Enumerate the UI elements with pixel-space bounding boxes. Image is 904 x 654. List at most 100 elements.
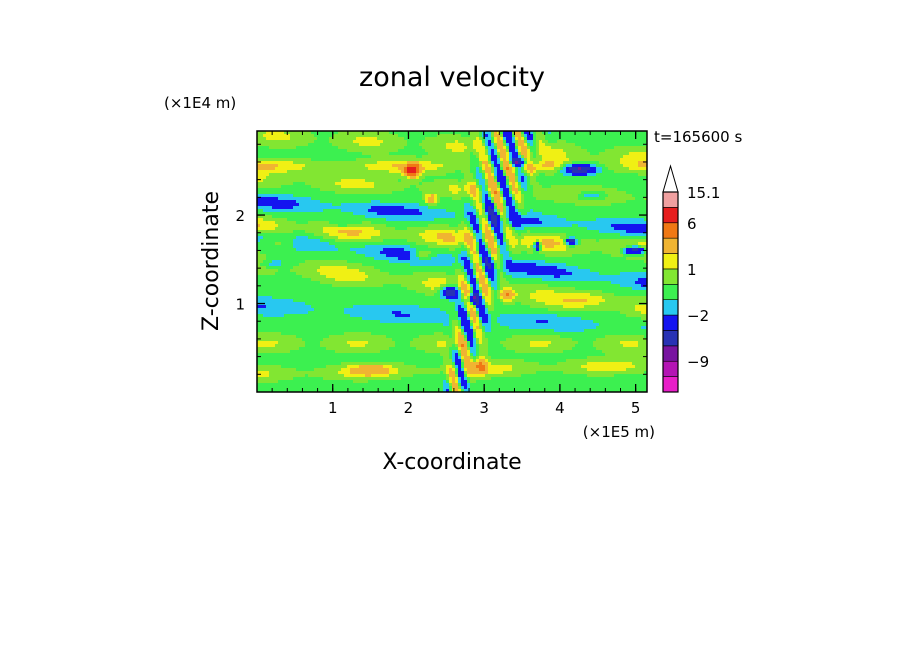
field-cell bbox=[542, 233, 546, 237]
field-cell bbox=[521, 182, 525, 186]
field-cell bbox=[320, 227, 324, 231]
field-cell bbox=[350, 155, 354, 159]
field-cell bbox=[404, 140, 408, 144]
field-cell bbox=[503, 155, 507, 159]
field-cell bbox=[611, 158, 615, 162]
field-cell bbox=[389, 140, 393, 144]
field-cell bbox=[395, 209, 399, 213]
field-cell bbox=[458, 146, 462, 150]
field-cell bbox=[629, 173, 633, 177]
field-cell bbox=[446, 194, 450, 198]
field-cell bbox=[320, 200, 324, 204]
field-cell bbox=[257, 224, 261, 228]
field-cell bbox=[263, 239, 267, 243]
field-cell bbox=[341, 167, 345, 171]
field-cell bbox=[473, 140, 477, 144]
field-cell bbox=[440, 215, 444, 219]
field-cell bbox=[311, 152, 315, 156]
field-cell bbox=[446, 140, 450, 144]
field-cell bbox=[269, 167, 273, 171]
field-cell bbox=[305, 239, 309, 243]
field-cell bbox=[545, 206, 549, 210]
field-cell bbox=[629, 149, 633, 153]
field-cell bbox=[434, 224, 438, 228]
field-cell bbox=[356, 203, 360, 207]
field-cell bbox=[422, 152, 426, 156]
field-cell bbox=[539, 218, 543, 222]
field-cell bbox=[293, 209, 297, 213]
field-cell bbox=[602, 215, 606, 219]
field-cell bbox=[398, 149, 402, 153]
field-cell bbox=[611, 131, 615, 135]
field-cell bbox=[422, 209, 426, 213]
field-cell bbox=[284, 179, 288, 183]
field-cell bbox=[296, 161, 300, 165]
field-cell bbox=[569, 176, 573, 180]
field-cell bbox=[326, 179, 330, 183]
field-cell bbox=[329, 140, 333, 144]
velocity-field bbox=[257, 131, 648, 393]
field-cell bbox=[263, 197, 267, 201]
field-cell bbox=[371, 179, 375, 183]
field-cell bbox=[557, 242, 561, 246]
field-cell bbox=[257, 179, 261, 183]
field-cell bbox=[299, 221, 303, 225]
field-cell bbox=[281, 209, 285, 213]
field-cell bbox=[494, 182, 498, 186]
field-cell bbox=[389, 203, 393, 207]
field-cell bbox=[461, 182, 465, 186]
field-cell bbox=[494, 230, 498, 234]
field-cell bbox=[380, 191, 384, 195]
field-cell bbox=[380, 182, 384, 186]
field-cell bbox=[497, 236, 501, 240]
field-cell bbox=[581, 176, 585, 180]
field-cell bbox=[434, 152, 438, 156]
field-cell bbox=[536, 242, 540, 246]
field-cell bbox=[602, 191, 606, 195]
field-cell bbox=[458, 185, 462, 189]
field-cell bbox=[518, 152, 522, 156]
field-cell bbox=[290, 230, 294, 234]
field-cell bbox=[452, 236, 456, 240]
field-cell bbox=[335, 161, 339, 165]
field-cell bbox=[377, 131, 381, 135]
field-cell bbox=[548, 176, 552, 180]
field-cell bbox=[512, 170, 516, 174]
field-cell bbox=[590, 218, 594, 222]
field-cell bbox=[368, 239, 372, 243]
field-cell bbox=[347, 224, 351, 228]
field-cell bbox=[635, 155, 639, 159]
field-cell bbox=[362, 203, 366, 207]
field-cell bbox=[539, 140, 543, 144]
field-cell bbox=[356, 155, 360, 159]
field-cell bbox=[581, 227, 585, 231]
field-cell bbox=[455, 173, 459, 177]
field-cell bbox=[563, 155, 567, 159]
field-cell bbox=[599, 167, 603, 171]
field-cell bbox=[542, 194, 546, 198]
field-cell bbox=[335, 146, 339, 150]
field-cell bbox=[260, 236, 264, 240]
field-cell bbox=[626, 194, 630, 198]
field-cell bbox=[341, 188, 345, 192]
field-cell bbox=[626, 200, 630, 204]
field-cell bbox=[629, 182, 633, 186]
field-cell bbox=[368, 179, 372, 183]
field-cell bbox=[557, 227, 561, 231]
field-cell bbox=[299, 155, 303, 159]
field-cell bbox=[356, 152, 360, 156]
field-cell bbox=[317, 239, 321, 243]
field-cell bbox=[503, 188, 507, 192]
field-cell bbox=[365, 191, 369, 195]
field-cell bbox=[518, 170, 522, 174]
field-cell bbox=[470, 230, 474, 234]
field-cell bbox=[557, 182, 561, 186]
field-cell bbox=[563, 179, 567, 183]
field-cell bbox=[461, 227, 465, 231]
field-cell bbox=[530, 194, 534, 198]
field-cell bbox=[566, 182, 570, 186]
field-cell bbox=[275, 155, 279, 159]
field-cell bbox=[410, 197, 414, 201]
field-cell bbox=[521, 218, 525, 222]
field-cell bbox=[440, 188, 444, 192]
